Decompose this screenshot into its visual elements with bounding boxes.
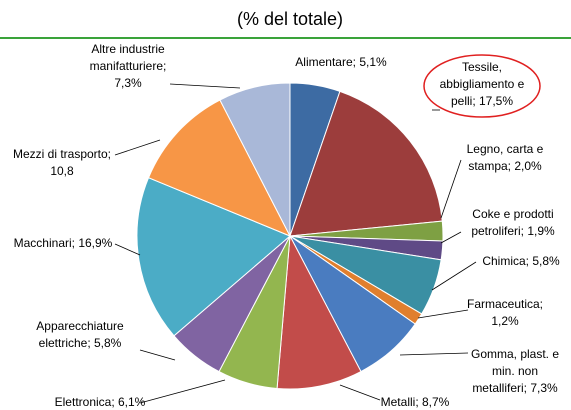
leader-line — [440, 231, 462, 244]
pie-slice — [276, 234, 362, 390]
data-label: stampa; 2,0% — [468, 159, 542, 173]
pie-slice — [219, 82, 291, 237]
leader-line — [431, 261, 477, 291]
data-label: Farmaceutica; — [467, 297, 543, 311]
chart-title: (% del totale) — [237, 9, 343, 29]
data-label: Metalli; 8,7% — [381, 395, 450, 409]
leader-line — [169, 83, 241, 89]
leader-line — [114, 139, 161, 156]
data-label: Legno, carta e — [467, 142, 544, 156]
data-label: Tessile, — [462, 60, 502, 74]
data-label: 10,8 — [50, 164, 74, 178]
data-label: petroliferi; 1,9% — [471, 224, 555, 238]
data-label: 1,2% — [491, 314, 519, 328]
leader-line — [399, 352, 469, 356]
data-label: Coke e prodotti — [472, 207, 553, 221]
data-label: elettriche; 5,8% — [39, 336, 122, 350]
data-label: min. non — [492, 364, 538, 378]
pie-slice — [289, 90, 443, 237]
leader-line — [339, 384, 381, 401]
data-label: Alimentare; 5,1% — [295, 55, 387, 69]
data-label: Altre industrie — [91, 42, 165, 56]
highlight-ellipse — [423, 54, 541, 118]
leader-line — [440, 159, 462, 219]
leader-line — [417, 309, 469, 319]
data-label: Macchinari; 16,9% — [14, 236, 113, 250]
data-label: metalliferi; 7,3% — [472, 381, 558, 395]
leader-line — [114, 243, 141, 256]
leader-line — [139, 349, 176, 361]
data-label: Elettronica; 6,1% — [55, 395, 146, 409]
data-label: Apparecchiature — [36, 319, 124, 333]
data-label: abbigliamento e — [440, 77, 525, 91]
data-label: Gomma, plast. e — [471, 347, 559, 361]
leader-line — [139, 379, 226, 404]
data-label: pelli; 17,5% — [451, 94, 513, 108]
pie-slice — [136, 177, 291, 337]
data-label: manifatturiere; — [90, 59, 167, 73]
data-label: Mezzi di trasporto; — [13, 147, 111, 161]
data-label: Chimica; 5,8% — [482, 254, 560, 268]
data-label: 7,3% — [114, 76, 142, 90]
pie-slice — [147, 99, 292, 237]
